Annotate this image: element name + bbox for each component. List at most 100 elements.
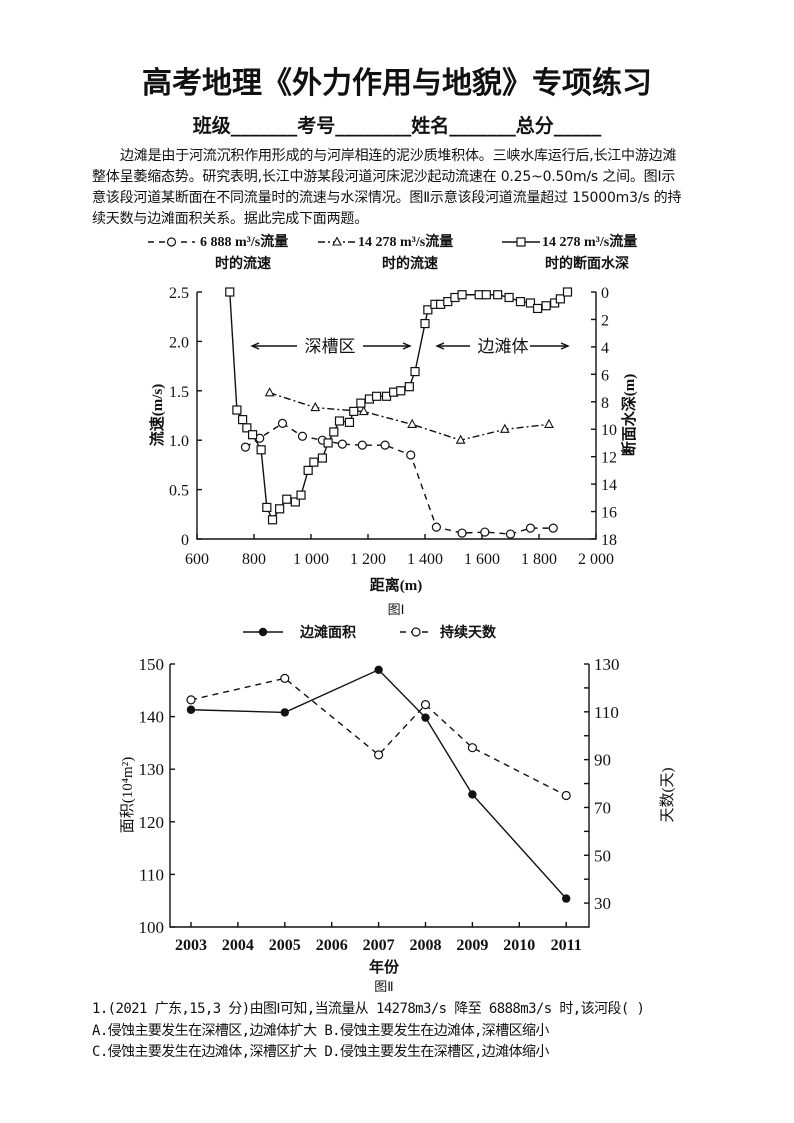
chart1-x-title: 距离(m) [370, 576, 423, 594]
series-line [190, 677, 567, 797]
data-point-circle [166, 237, 177, 247]
data-point-dot [374, 665, 383, 674]
data-point-square [275, 504, 285, 514]
data-point-dot [421, 713, 430, 722]
data-point-triangle [332, 236, 342, 246]
legend-label: 6 888 m³/s流量 [200, 233, 288, 250]
y-tick-label: 2.0 [169, 334, 189, 351]
x-tick-label: 600 [185, 551, 209, 568]
data-point-triangle [407, 418, 418, 428]
y2-tick-label: 2 [601, 312, 609, 329]
y2-tick-label: 6 [601, 367, 609, 384]
x-tick-label: 2003 [175, 937, 207, 954]
data-point-square [262, 502, 272, 513]
data-point-square [410, 366, 420, 377]
data-point-square [532, 303, 543, 314]
legend-label: 14 278 m³/s流量 [542, 233, 637, 250]
x-tick-label: 2006 [316, 937, 348, 954]
data-point-triangle [544, 418, 554, 428]
data-point-circle [186, 695, 196, 705]
series-line [229, 291, 568, 522]
series-line [190, 668, 567, 900]
x-tick-label: 2005 [269, 937, 301, 954]
data-point-dot [280, 708, 289, 717]
passage-line: 整体呈萎缩态势。研究表明,长江中游某段河道河床泥沙起动流速在 0.25~0.50… [92, 169, 676, 185]
y-tick-label: 2.5 [169, 285, 189, 302]
data-point-dot [186, 705, 196, 714]
y2-tick-label: 14 [601, 477, 617, 494]
data-point-square [356, 398, 366, 408]
data-point-triangle [455, 434, 466, 444]
data-point-square [334, 416, 345, 426]
data-point-square [562, 287, 573, 297]
data-point-square [420, 318, 430, 329]
chart1-caption: 图Ⅰ [388, 602, 405, 617]
data-point-square [256, 445, 266, 455]
arrow-head [250, 342, 260, 350]
data-point-circle [480, 527, 490, 537]
data-point-square [238, 415, 248, 425]
data-point-square [282, 494, 292, 504]
data-point-circle [380, 440, 390, 450]
data-point-dot [562, 894, 571, 903]
y2-tick-label: 70 [594, 798, 611, 817]
data-point-circle [525, 523, 536, 533]
data-point-square [290, 497, 300, 507]
y2-tick-label: 8 [601, 395, 609, 412]
x-tick-label: 1 600 [464, 551, 500, 568]
chart2-axes [169, 664, 590, 928]
data-point-triangle [264, 387, 275, 397]
data-point-square [396, 386, 406, 396]
data-point-square [493, 290, 503, 300]
question-options-cd: C.侵蚀主要发生在边滩体,深槽区扩大 D.侵蚀主要发生在深槽区,边滩体缩小 [92, 1044, 549, 1060]
data-point-square [349, 406, 359, 416]
y-tick-label: 120 [139, 813, 165, 832]
data-point-square [516, 237, 526, 247]
data-point-square [317, 453, 327, 463]
data-point-dot [468, 790, 477, 799]
y-tick-label: 140 [139, 708, 165, 727]
y-tick-label: 150 [139, 655, 165, 674]
data-point-triangle [358, 405, 369, 416]
y2-tick-label: 18 [601, 532, 617, 549]
data-point-circle [411, 627, 421, 637]
passage-line: 意该段河道某断面在不同流量时的流速与水深情况。图Ⅱ示意该段河道流量超过 1500… [92, 190, 682, 206]
annotation-side-bar: 边滩体 [478, 337, 529, 356]
data-point-square [404, 382, 414, 392]
data-point-circle [457, 528, 467, 538]
legend-label: 时的断面水深 [545, 255, 629, 272]
data-point-square [515, 297, 526, 307]
legend-label: 时的流速 [215, 255, 271, 272]
arrow-head [435, 342, 445, 350]
chart2-x-title: 年份 [369, 958, 400, 976]
y2-tick-label: 12 [601, 450, 617, 467]
data-point-circle [431, 522, 441, 532]
student-info-line: 班级_______考号________姓名_______总分_____ [192, 115, 602, 137]
page-title: 高考地理《外力作用与地貌》专项练习 [142, 66, 652, 101]
chart1-axes [196, 292, 597, 540]
y-tick-label: 110 [139, 865, 164, 884]
x-tick-label: 2011 [551, 937, 582, 954]
data-point-square [371, 391, 382, 401]
chart1-y-title: 流速(m/s) [148, 384, 166, 447]
data-point-square [247, 430, 258, 440]
data-point-square [541, 301, 551, 311]
data-point-square [303, 465, 313, 475]
x-tick-label: 2009 [456, 937, 488, 954]
y2-tick-label: 130 [594, 655, 620, 674]
arrow-head [402, 342, 412, 350]
passage-line: 续天数与边滩面积关系。据此完成下面两题。 [92, 211, 368, 227]
legend-label: 14 278 m³/s流量 [358, 233, 453, 250]
data-point-square [525, 298, 536, 308]
data-point-square [423, 305, 433, 315]
data-point-square [329, 427, 339, 437]
series-line [245, 422, 554, 535]
y-tick-label: 130 [139, 760, 165, 779]
data-point-circle [337, 439, 347, 449]
data-point-circle [280, 673, 290, 683]
annotation-deep-channel: 深槽区 [305, 337, 356, 356]
data-point-square [323, 438, 333, 448]
chart1-y2-title: 断面水深(m) [620, 374, 638, 457]
y-tick-label: 0 [181, 532, 189, 549]
